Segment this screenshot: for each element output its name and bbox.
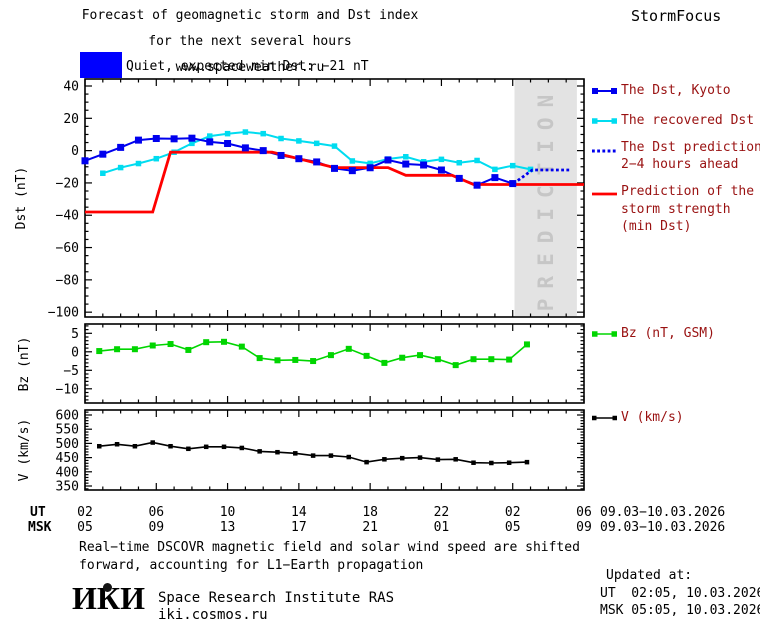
svg-text:350: 350 [56, 480, 79, 495]
title-line-2: for the next several hours [148, 34, 352, 49]
svg-text:22: 22 [434, 505, 450, 520]
svg-text:09.03−10.03.2026: 09.03−10.03.2026 [600, 520, 725, 535]
svg-text:09: 09 [576, 520, 592, 535]
institute-name: Space Research Institute RAS [158, 590, 395, 606]
svg-text:600: 600 [56, 409, 79, 424]
svg-text:V (km/s): V (km/s) [17, 419, 32, 482]
legend-label-prediction-2: 2−4 hours ahead [621, 157, 739, 172]
legend-label-recovered: The recovered Dst [621, 113, 755, 128]
svg-text:400: 400 [56, 465, 79, 480]
legend-label-bz: Bz (nT, GSM) [621, 326, 715, 341]
svg-text:09.03−10.03.2026: 09.03−10.03.2026 [600, 505, 725, 520]
updated-ut: UT 02:05, 10.03.2026 [600, 586, 760, 601]
institute-site-link: iki.cosmos.ru [158, 607, 268, 620]
svg-text:5: 5 [71, 327, 79, 342]
svg-text:−60: −60 [56, 241, 79, 256]
panel-dst: PREDICTION 40 20 0 −20 −40 −60 −80 −100 Dst (nT) [14, 78, 585, 321]
title-line-1: Forecast of geomagnetic storm and Dst in… [81, 8, 419, 23]
svg-text:500: 500 [56, 437, 79, 452]
prediction-band-label: PREDICTION [534, 85, 558, 311]
brand-label: StormFocus [631, 7, 722, 25]
legend-label-dst: The Dst, Kyoto [621, 83, 731, 98]
svg-text:05: 05 [77, 520, 93, 535]
svg-text:14: 14 [291, 505, 307, 520]
svg-text:21: 21 [362, 520, 378, 535]
svg-text:Dst (nT): Dst (nT) [14, 167, 29, 230]
svg-text:18: 18 [362, 505, 378, 520]
svg-text:−10: −10 [56, 382, 79, 397]
legend-label-prediction-1: The Dst prediction [621, 140, 760, 155]
svg-text:09: 09 [148, 520, 164, 535]
panel-bz: 5 0 −5 −10 Bz (nT) [17, 323, 585, 404]
svg-text:05: 05 [505, 520, 521, 535]
storm-level-swatch [80, 52, 122, 78]
svg-text:06: 06 [576, 505, 592, 520]
svg-text:0: 0 [71, 144, 79, 159]
svg-text:02: 02 [77, 505, 93, 520]
prediction-band [514, 80, 577, 316]
footnote-line-1: Real−time DSCOVR magnetic field and sola… [79, 540, 580, 555]
svg-text:−80: −80 [56, 273, 79, 288]
iki-logo-ornament [103, 583, 112, 592]
svg-text:550: 550 [56, 423, 79, 438]
svg-text:0: 0 [71, 345, 79, 360]
svg-text:MSK: MSK [28, 520, 52, 535]
legend-label-storm-1: Prediction of the [621, 184, 755, 199]
updated-at-label: Updated at: [606, 568, 693, 583]
svg-text:40: 40 [63, 80, 79, 95]
svg-text:−20: −20 [56, 176, 79, 191]
svg-text:01: 01 [434, 520, 450, 535]
updated-msk: MSK 05:05, 10.03.2026 [600, 603, 760, 618]
svg-text:Bz (nT): Bz (nT) [17, 337, 32, 392]
svg-text:02: 02 [505, 505, 521, 520]
site-link: www.spaceweather.ru [175, 60, 325, 75]
svg-text:450: 450 [56, 451, 79, 466]
svg-text:−5: −5 [63, 364, 79, 379]
legend-swatches [592, 88, 617, 421]
svg-text:06: 06 [148, 505, 164, 520]
legend-label-storm-3: (min Dst) [621, 219, 692, 234]
svg-text:17: 17 [291, 520, 307, 535]
svg-text:−100: −100 [48, 306, 79, 321]
svg-text:20: 20 [63, 112, 79, 127]
svg-text:10: 10 [220, 505, 236, 520]
svg-text:−40: −40 [56, 209, 79, 224]
svg-text:UT: UT [30, 505, 46, 520]
legend-label-v: V (km/s) [621, 410, 684, 425]
time-axis-labels: UTMSK0205060910131417182122010205060909.… [28, 505, 725, 535]
status-label: Quiet, expected min Dst: −21 nT [126, 59, 369, 74]
footnote-line-2: forward, accounting for L1−Earth propaga… [79, 558, 424, 573]
svg-text:13: 13 [220, 520, 236, 535]
legend-label-storm-2: storm strength [621, 202, 731, 217]
